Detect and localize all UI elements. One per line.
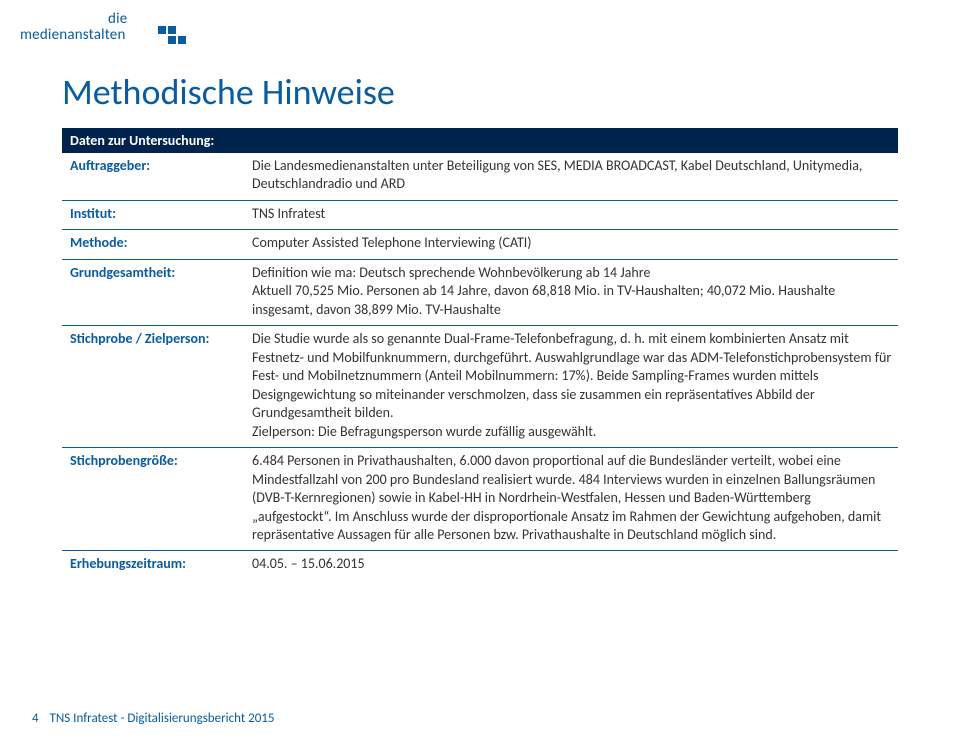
table-header: Daten zur Untersuchung: xyxy=(62,128,898,153)
row-value: Definition wie ma: Deutsch sprechende Wo… xyxy=(244,259,898,325)
row-label: Stichprobe / Zielperson: xyxy=(62,326,244,448)
header-logo: die medienanstalten xyxy=(20,12,127,44)
row-value: Die Studie wurde als so genannte Dual-Fr… xyxy=(244,326,898,448)
row-value: Die Landesmedienanstalten unter Beteilig… xyxy=(244,153,898,200)
table-row: Stichprobengröße: 6.484 Personen in Priv… xyxy=(62,448,898,551)
page-footer: 4 TNS Infratest - Digitalisierungsberich… xyxy=(32,711,274,726)
row-label: Methode: xyxy=(62,230,244,259)
row-label: Auftraggeber: xyxy=(62,153,244,200)
table-row: Stichprobe / Zielperson: Die Studie wurd… xyxy=(62,326,898,448)
row-value: Computer Assisted Telephone Interviewing… xyxy=(244,230,898,259)
footer-text: TNS Infratest - Digitalisierungsbericht … xyxy=(50,711,275,726)
page: die medienanstalten Methodische Hinweise… xyxy=(0,0,960,740)
table-row: Grundgesamtheit: Definition wie ma: Deut… xyxy=(62,259,898,325)
footer-page-number: 4 xyxy=(32,711,39,726)
logo-text: die medienanstalten xyxy=(20,12,127,44)
row-label: Institut: xyxy=(62,200,244,229)
row-value: 6.484 Personen in Privathaushalten, 6.00… xyxy=(244,448,898,551)
table-row: Auftraggeber: Die Landesmedienanstalten … xyxy=(62,153,898,200)
table-row: Methode: Computer Assisted Telephone Int… xyxy=(62,230,898,259)
row-label: Grundgesamtheit: xyxy=(62,259,244,325)
data-table: Daten zur Untersuchung: Auftraggeber: Di… xyxy=(62,128,898,580)
table-row: Erhebungszeitraum: 04.05. – 15.06.2015 xyxy=(62,551,898,580)
row-label: Erhebungszeitraum: xyxy=(62,551,244,580)
row-label: Stichprobengröße: xyxy=(62,448,244,551)
logo-line2: medienanstalten xyxy=(20,28,127,44)
page-title: Methodische Hinweise xyxy=(62,70,395,114)
row-value: 04.05. – 15.06.2015 xyxy=(244,551,898,580)
row-value: TNS Infratest xyxy=(244,200,898,229)
table-row: Institut: TNS Infratest xyxy=(62,200,898,229)
